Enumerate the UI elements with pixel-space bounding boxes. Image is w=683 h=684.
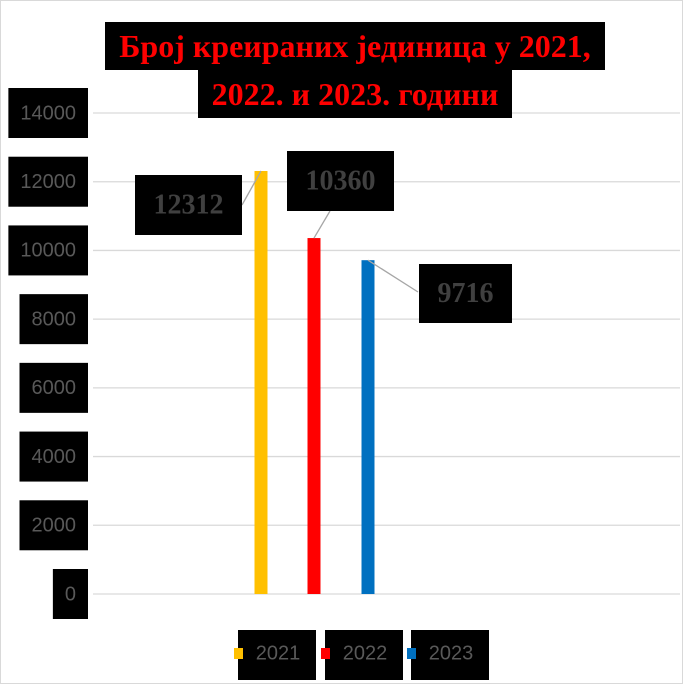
y-tick-label: 2000 <box>32 515 77 537</box>
data-label-box <box>287 151 394 211</box>
legend-box <box>411 630 489 680</box>
data-label: 12312 <box>154 189 224 220</box>
legend-label: 2021 <box>256 642 301 664</box>
leader-line <box>313 210 331 239</box>
bar <box>254 170 268 594</box>
y-tick-label-box <box>52 569 88 619</box>
bar <box>307 238 321 594</box>
legend-box <box>238 630 316 680</box>
legend-label: 2023 <box>429 642 474 664</box>
y-tick-label: 4000 <box>32 446 77 468</box>
y-tick-label: 8000 <box>32 308 77 330</box>
legend-box <box>325 630 403 680</box>
y-tick-label-box <box>19 294 88 345</box>
y-tick-label: 10000 <box>20 240 76 262</box>
y-tick-label: 12000 <box>20 171 76 193</box>
y-tick-label-box <box>8 156 88 207</box>
legend-swatch <box>321 648 330 659</box>
leader-line <box>241 170 262 206</box>
y-tick-label-box <box>19 362 88 413</box>
y-tick-label: 14000 <box>20 102 76 124</box>
chart-title: Број креираних јединица у 2021, 2022. и … <box>105 22 605 118</box>
data-label-box <box>135 175 242 235</box>
bar <box>361 260 375 594</box>
y-tick-label: 0 <box>65 583 76 605</box>
y-tick-label-box <box>19 431 88 482</box>
data-label-box <box>419 264 512 323</box>
leader-line <box>367 259 419 293</box>
legend-swatch <box>407 648 416 659</box>
y-tick-label-box <box>8 225 88 276</box>
data-label: 9716 <box>438 278 494 309</box>
y-tick-label: 6000 <box>32 377 77 399</box>
data-label: 10360 <box>306 165 376 196</box>
legend-swatch <box>234 648 243 659</box>
y-tick-label-box <box>8 88 88 138</box>
legend-label: 2022 <box>343 642 388 664</box>
y-tick-label-box <box>19 500 88 551</box>
chart-title-box: Број креираних јединица у 2021, 2022. и … <box>100 22 610 118</box>
